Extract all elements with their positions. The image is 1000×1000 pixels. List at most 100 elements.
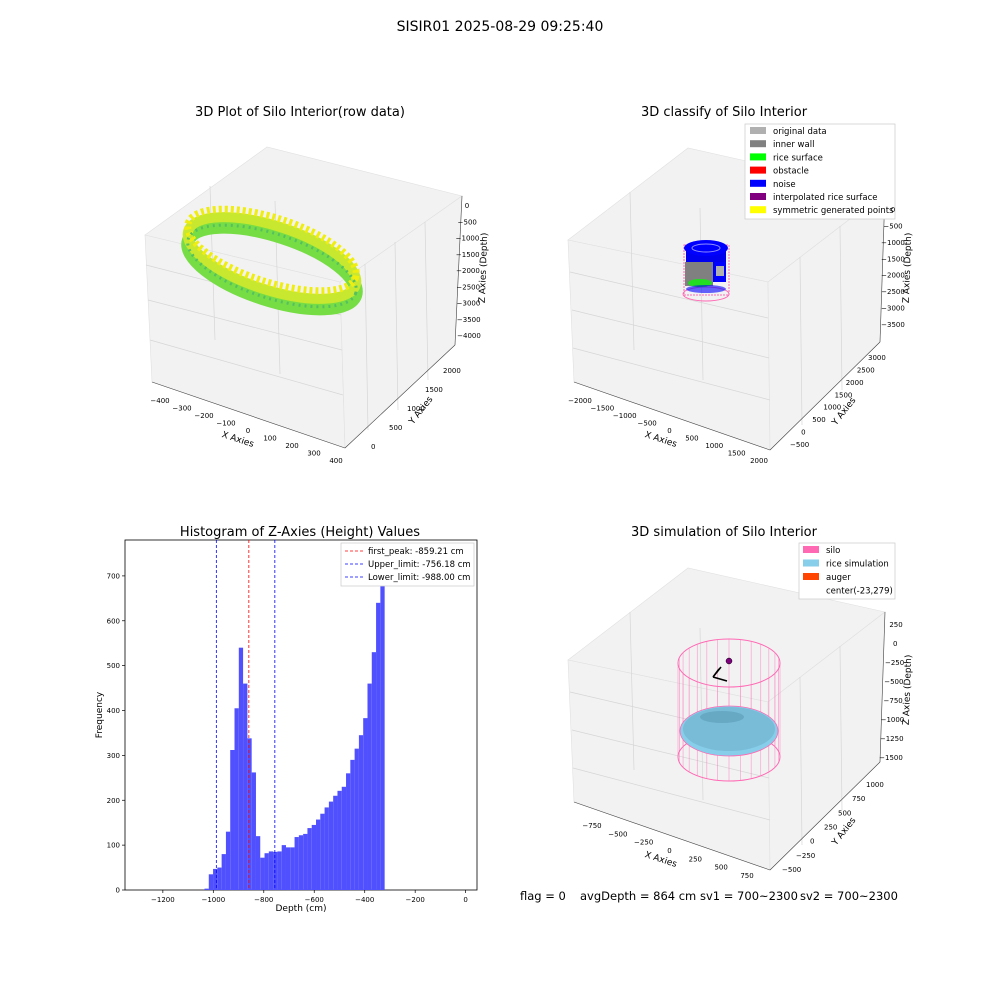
panel2-legend-item-swatch	[750, 140, 766, 148]
histogram-bar	[346, 773, 351, 890]
histogram-ytick-label: 300	[107, 752, 120, 760]
histogram-bar	[213, 868, 218, 890]
panel2-ytick-label: 2500	[857, 366, 875, 374]
panel2-xtick-label: 2000	[750, 457, 768, 465]
panel2-title: 3D classify of Silo Interior	[641, 105, 808, 120]
histogram-bar	[281, 845, 286, 890]
panel1-ztick-label: −4000	[457, 332, 481, 340]
histogram-bar	[230, 750, 235, 890]
panel4-zticks: 250 0 −250 −500 −750 −1000 −1250 −1500	[879, 621, 904, 762]
panel-classify-3d: 3D classify of Silo Interior	[567, 105, 914, 465]
panel1-xtick-label: 200	[285, 442, 298, 450]
panel1-zticks: 0 −500 −1000 −1500 −2000 −2500 −3000 −3500 −4000	[456, 202, 481, 340]
histogram-xlabel: Depth (cm)	[275, 904, 326, 914]
panel4-ztick-label: −1250	[880, 735, 904, 743]
panel2-legend-item-label: inner wall	[773, 140, 814, 150]
panel1-yticks: 0 500 1000 1500 2000	[371, 367, 461, 451]
histogram-bar	[298, 835, 304, 890]
histogram-bar	[350, 759, 355, 890]
panel2-xtick-label: 1000	[705, 442, 723, 450]
panel2-ztick-label: −2500	[881, 288, 905, 296]
histogram-ytick-label: 500	[107, 662, 120, 670]
histogram-bar	[337, 790, 342, 890]
histogram-bar	[273, 851, 278, 890]
histogram-bar	[243, 683, 248, 890]
histogram-bar	[328, 801, 334, 890]
panel1-xtick-label: 100	[263, 435, 276, 443]
histogram-bar	[380, 558, 385, 890]
panel4-title: 3D simulation of Silo Interior	[631, 525, 818, 540]
panel2-xtick-label: 1500	[728, 450, 746, 458]
panel1-ztick-label: −3500	[457, 316, 481, 324]
panel1-axes-panes	[144, 146, 463, 449]
panel1-xtick-label: 400	[329, 457, 342, 465]
panel2-legend-item-label: rice surface	[773, 153, 823, 163]
panel4-xtick-label: −250	[634, 839, 653, 847]
panel-raw-3d-plot: 3D Plot of Silo Interior(row data) X Axi…	[144, 105, 490, 465]
status-sv2: sv2 = 700~2300	[800, 889, 898, 903]
panel1-ytick-label: 500	[389, 424, 402, 432]
histogram-bar	[367, 683, 372, 890]
panel4-xtick-label: 750	[740, 872, 753, 880]
panel2-ytick-label: 0	[801, 429, 805, 437]
histogram-bar	[294, 837, 299, 890]
histogram-bar	[333, 795, 338, 890]
panel4-ytick-label: −250	[796, 852, 815, 860]
histogram-bar	[277, 851, 282, 890]
panel1-xtick-label: −200	[194, 412, 213, 420]
panel4-ytick-label: 1000	[866, 781, 884, 789]
histogram-ytick-label: 700	[107, 572, 120, 580]
panel1-ytick-label: 2000	[443, 367, 461, 375]
panel2-legend-item-swatch	[750, 193, 766, 200]
histogram-bar	[320, 813, 325, 890]
panel4-ylabel: Y Axies	[830, 816, 859, 849]
panel4-xtick-label: −750	[582, 822, 601, 830]
histogram-bar	[221, 854, 226, 890]
histogram-legend-label: Lower_limit: -988.00 cm	[368, 573, 470, 583]
panel4-ztick-label: 250	[889, 621, 902, 629]
panel4-legend-item-label: silo	[826, 546, 840, 556]
panel1-ytick-label: 1500	[425, 386, 443, 394]
panel4-ztick-label: −750	[884, 697, 903, 705]
panel2-legend-item-label: noise	[773, 180, 796, 190]
panel2-legend-item-swatch	[750, 166, 766, 174]
histogram-xtick-label: −600	[305, 896, 324, 904]
histogram-xtick-label: −800	[254, 896, 273, 904]
panel4-xtick-label: 0	[667, 847, 671, 855]
histogram-xtick-label: −200	[406, 896, 425, 904]
panel2-yticks: −500 0 500 1000 1500 2000 2500 3000	[790, 354, 886, 449]
panel4-xtick-label: −500	[608, 830, 627, 838]
panel2-legend-item-swatch	[750, 179, 766, 187]
histogram-bar	[311, 824, 317, 890]
panel4-legend: silo rice simulation auger center(-23,279)	[798, 542, 896, 600]
panel4-ztick-label: −1000	[881, 716, 905, 724]
panel2-ytick-label: 1000	[823, 404, 841, 412]
panel4-ztick-label: 0	[893, 640, 897, 648]
histogram-ylabel: Frequency	[95, 691, 105, 738]
histogram-bar	[251, 772, 256, 890]
panel1-zlabel: Z Axies (Depth)	[478, 233, 490, 304]
panel2-ztick-label: −500	[883, 222, 902, 230]
histogram-yticks: 0 100 200 300 400 500 600 700	[107, 572, 125, 895]
panel4-xticks: −750 −500 −250 0 250 500 750	[582, 822, 753, 880]
histogram-ytick-label: 0	[116, 887, 120, 895]
panel2-legend-item-label: obstacle	[773, 167, 809, 177]
panel2-ytick-label: 500	[812, 416, 825, 424]
histogram-legend-label: Upper_limit: -756.18 cm	[368, 560, 471, 570]
histogram-bar	[264, 853, 269, 890]
histogram-bar	[285, 847, 291, 890]
panel2-ytick-label: 1500	[835, 391, 853, 399]
panel1-ztick-label: −500	[458, 218, 477, 226]
panel4-legend-item-swatch	[803, 559, 819, 567]
panel4-ytick-label: 500	[838, 809, 851, 817]
panel2-legend-item-label: symmetric generated points	[773, 206, 894, 216]
panel4-ytick-label: 0	[810, 838, 814, 846]
panel4-ytick-label: 750	[852, 795, 865, 803]
panel2-ztick-label: −3000	[881, 305, 905, 313]
panel1-ytick-label: 0	[371, 443, 375, 451]
panel2-zlabel: Z Axies (Depth)	[902, 233, 914, 304]
panel2-xtick-label: −1000	[613, 412, 637, 420]
histogram-bar	[260, 857, 265, 890]
histogram-bar	[217, 867, 222, 890]
panel4-xlabel: X Axies	[643, 850, 678, 870]
